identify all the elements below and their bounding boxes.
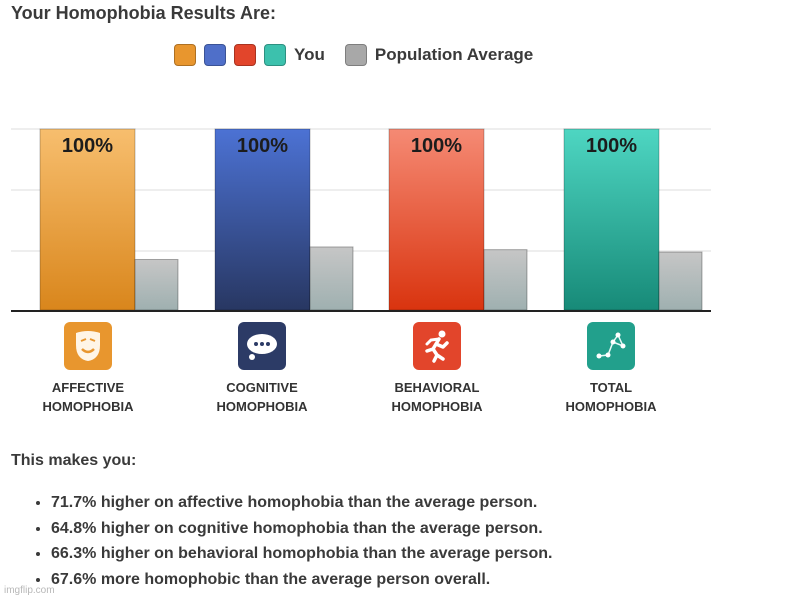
category-label: AFFECTIVE HOMOPHOBIA	[42, 380, 134, 414]
legend-swatch-total	[264, 44, 286, 66]
results-list: 71.7% higher on affective homophobia tha…	[11, 490, 552, 592]
category-behavioral: BEHAVIORAL HOMOPHOBIA	[357, 322, 517, 416]
category-label: COGNITIVE HOMOPHOBIA	[216, 380, 308, 414]
result-item-behavioral: 66.3% higher on behavioral homophobia th…	[51, 541, 552, 567]
bar-you-behavioral	[388, 128, 485, 311]
legend-swatch-behavioral	[234, 44, 256, 66]
summary-heading: This makes you:	[11, 452, 137, 469]
bar-average-behavioral	[483, 249, 528, 311]
theater-mask-icon	[64, 322, 112, 370]
bar-you-affective	[39, 128, 136, 311]
bar-you-cognitive	[214, 128, 311, 311]
data-label-you-affective: 100%	[62, 135, 113, 157]
legend-swatch-affective	[174, 44, 196, 66]
category-total: TOTAL HOMOPHOBIA	[531, 322, 691, 416]
thought-bubble-icon	[238, 322, 286, 370]
legend-swatch-average	[344, 44, 367, 66]
page-title: Your Homophobia Results Are:	[11, 3, 277, 23]
bar-average-cognitive	[309, 246, 354, 311]
result-item-cognitive: 64.8% higher on cognitive homophobia tha…	[51, 516, 552, 542]
watermark: imgflip.com	[4, 585, 55, 596]
data-label-you-total: 100%	[586, 135, 637, 157]
data-label-you-cognitive: 100%	[237, 135, 288, 157]
category-label: TOTAL HOMOPHOBIA	[565, 380, 657, 414]
category-label: BEHAVIORAL HOMOPHOBIA	[391, 380, 483, 414]
bar-you-total	[563, 128, 660, 311]
category-affective: AFFECTIVE HOMOPHOBIA	[8, 322, 168, 416]
bar-average-total	[658, 251, 703, 311]
running-person-icon	[413, 322, 461, 370]
category-cognitive: COGNITIVE HOMOPHOBIA	[182, 322, 342, 416]
result-item-total: 67.6% more homophobic than the average p…	[51, 567, 552, 593]
legend-swatch-cognitive	[204, 44, 226, 66]
legend-label-average: Population Average	[374, 45, 534, 64]
data-label-you-behavioral: 100%	[411, 135, 462, 157]
bar-average-affective	[134, 258, 179, 311]
result-item-affective: 71.7% higher on affective homophobia tha…	[51, 490, 552, 516]
chart-legend: You Population Average	[174, 43, 553, 67]
bar-chart: 100% 100% 100% 100%	[11, 128, 711, 312]
constellation-icon	[587, 322, 635, 370]
legend-label-you: You	[294, 45, 325, 64]
